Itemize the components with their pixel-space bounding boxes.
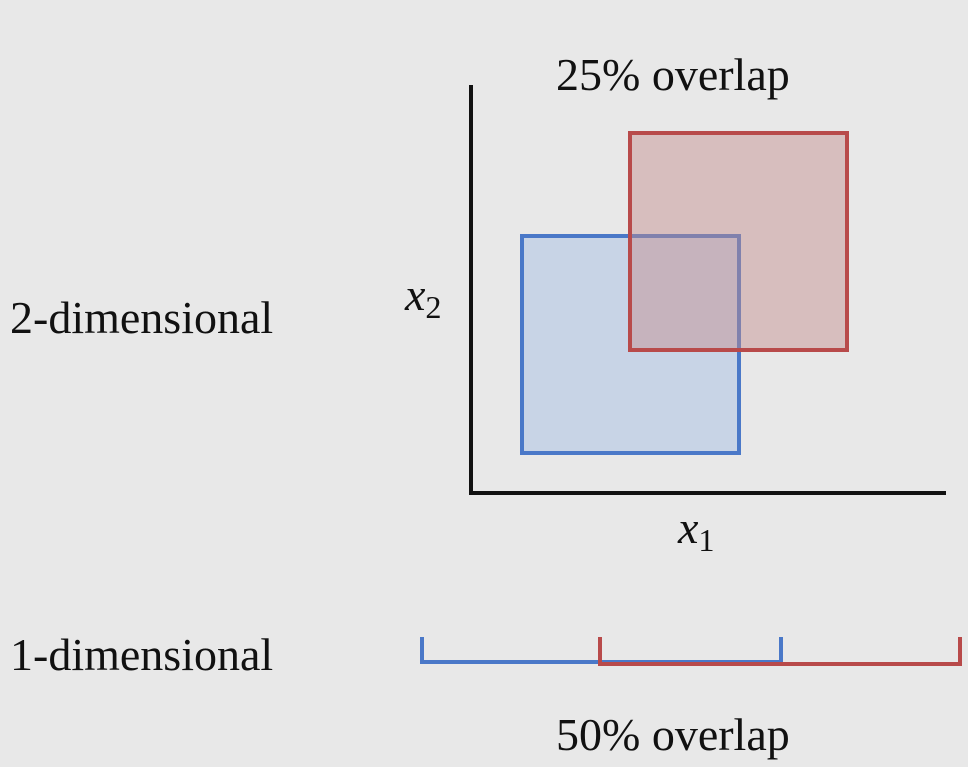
red-square bbox=[628, 131, 849, 352]
x-axis-label: x1 bbox=[678, 502, 715, 559]
red-interval bbox=[598, 637, 962, 666]
overlap-title-2d: 25% overlap bbox=[556, 49, 790, 100]
overlap-title-1d: 50% overlap bbox=[556, 709, 790, 760]
y-axis-label: x2 bbox=[405, 269, 442, 326]
row-label-2d: 2-dimensional bbox=[10, 292, 274, 343]
row-label-1d: 1-dimensional bbox=[10, 629, 274, 680]
